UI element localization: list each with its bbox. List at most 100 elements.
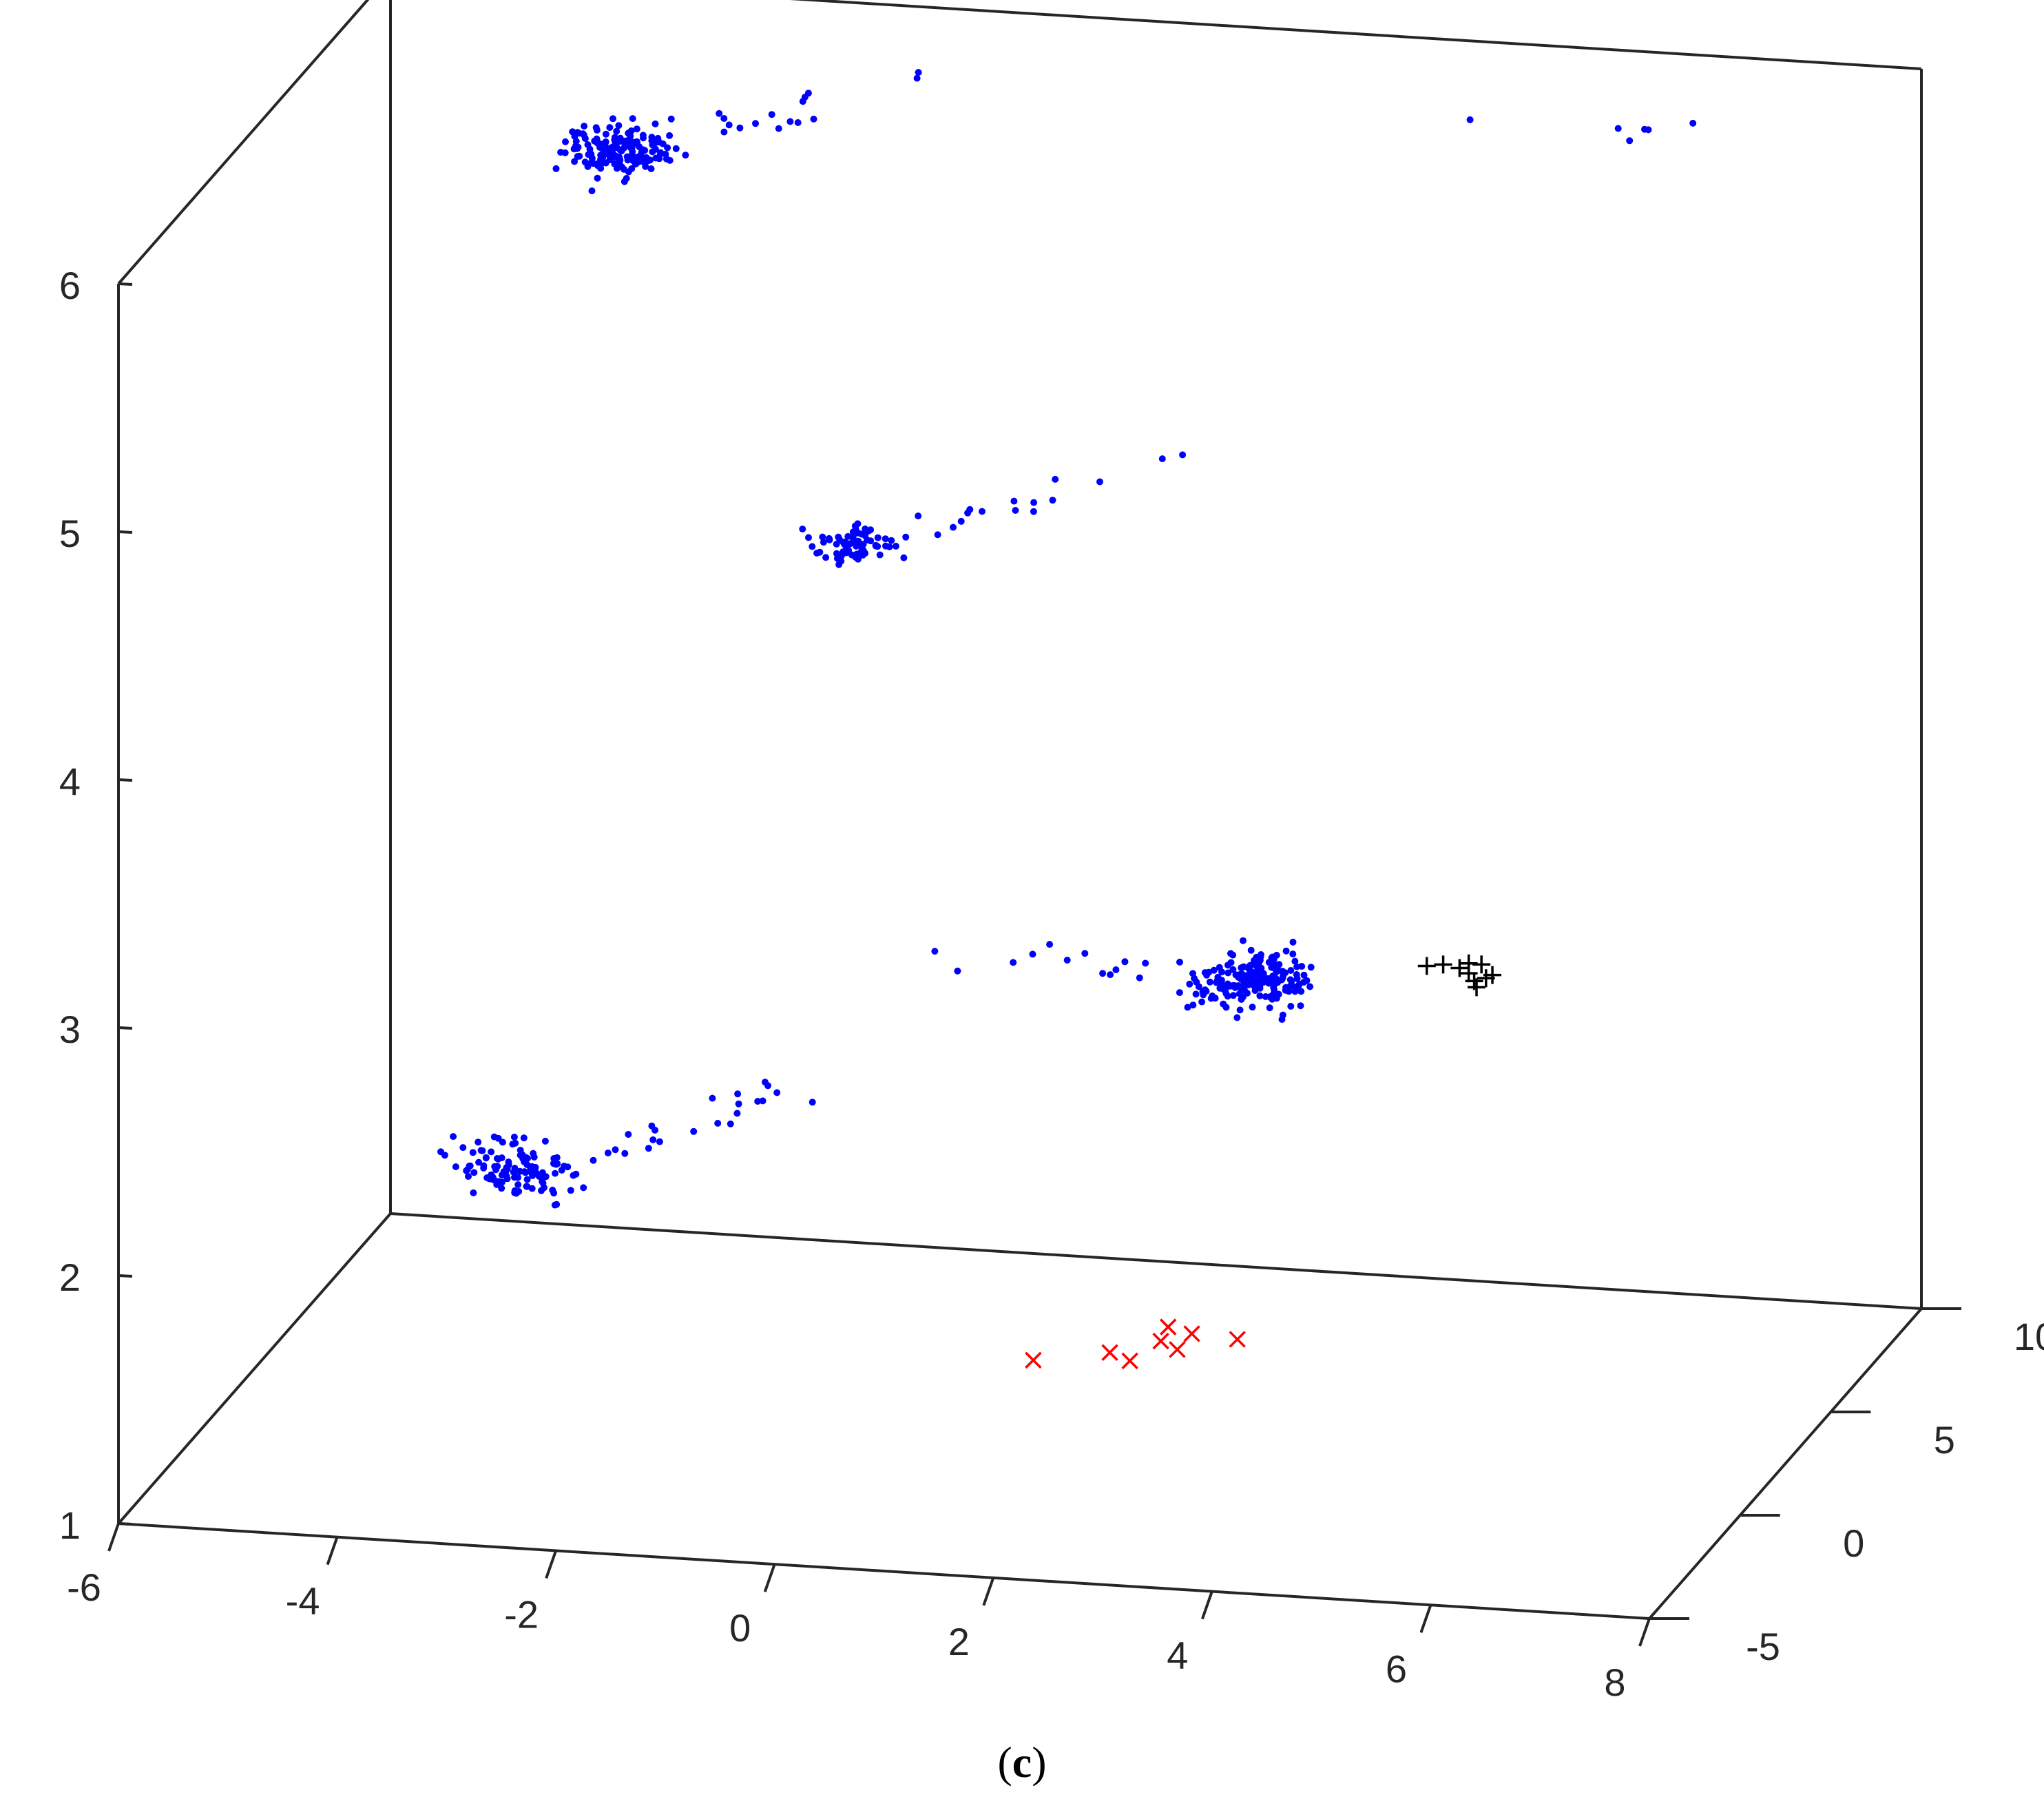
data-point [1186,980,1193,988]
data-point [1293,963,1301,970]
data-point [1244,990,1251,997]
data-point [552,165,560,172]
data-point [590,1156,597,1164]
data-point [550,1189,558,1197]
z-tick-label: 3 [59,1008,81,1051]
axis-ticks: -6 -4 -2 0 2 4 6 8 -5 0 5 10 1 2 3 4 5 6 [59,264,2044,1704]
x-marker-point [1121,1352,1138,1370]
x-tick-label: -2 [504,1592,539,1636]
data-point [523,1183,531,1190]
caption-close: ) [1032,1738,1046,1787]
data-point [511,1189,519,1196]
data-point [618,147,625,155]
x-tick [763,1563,776,1592]
data-point [469,1149,477,1156]
data-point [954,967,961,975]
data-point [1222,1004,1230,1011]
data-point [902,533,910,541]
data-point [736,124,744,132]
data-point [805,534,812,541]
data-point [649,141,656,149]
data-point [593,127,601,134]
data-point [666,132,674,139]
data-point [1158,455,1166,463]
data-point [609,145,616,153]
x-marker-point [1169,1341,1186,1358]
data-point [1030,499,1038,506]
x-tick [326,1537,339,1566]
data-point [1255,973,1262,981]
data-point [514,1181,522,1188]
data-point [1210,966,1218,974]
data-point [1300,971,1308,979]
data-point [576,152,583,160]
data-point [734,1090,742,1098]
x-tick-label: -6 [67,1566,101,1609]
data-point [1247,946,1255,954]
data-point [604,1150,612,1156]
data-point [498,1154,505,1161]
data-point [1203,971,1211,979]
data-point [1010,497,1018,505]
data-point [735,1100,742,1108]
data-point [1258,964,1265,972]
data-point [874,543,882,550]
data-point [480,1162,488,1170]
z-tick-label: 4 [59,760,81,803]
data-point [488,1171,495,1178]
data-point [1052,475,1059,483]
data-point [616,159,623,167]
data-point [452,1163,459,1170]
data-point [727,1120,734,1127]
data-point [768,111,775,118]
data-point [1641,125,1648,133]
data-point [1012,507,1019,514]
data-point [542,1173,550,1181]
data-point [709,1094,716,1102]
data-point [1096,478,1103,486]
caption-letter: c [1012,1738,1032,1787]
data-point [759,1097,766,1105]
data-point [813,550,821,557]
data-point [530,1154,538,1161]
data-point [1227,950,1234,957]
data-point [857,548,865,555]
data-point [570,1172,577,1179]
data-point [799,526,806,533]
data-point [1295,981,1302,989]
z-tick-label: 2 [59,1256,81,1299]
data-point [1249,1004,1256,1011]
data-point [663,155,670,163]
data-point [494,1178,502,1185]
data-point [474,1139,482,1146]
data-point [1218,968,1225,976]
data-point [844,532,852,540]
plus-marker-point [1483,966,1502,984]
data-point [1213,979,1220,986]
x-tick-label: 0 [729,1606,751,1650]
data-point [1189,970,1196,977]
data-point [482,1154,490,1162]
data-point [853,543,860,550]
data-point [492,1166,499,1174]
data-point [587,159,595,167]
data-point [1273,995,1280,1002]
data-point [654,134,662,142]
data-point [664,144,671,152]
z-tick-label: 6 [59,264,81,307]
x-tick-label: -4 [286,1579,320,1623]
data-point [1243,972,1251,979]
data-point [822,554,830,561]
data-point [1275,961,1283,968]
data-point [498,1185,505,1192]
data-point [1136,974,1143,981]
data-point [550,1155,558,1162]
data-point [957,517,965,525]
data-point [1121,958,1129,966]
data-point [538,1187,545,1194]
data-point [521,1168,528,1176]
data-point [714,1119,722,1127]
data-point [1099,970,1107,977]
data-point [690,1127,698,1135]
data-point [1207,995,1215,1002]
